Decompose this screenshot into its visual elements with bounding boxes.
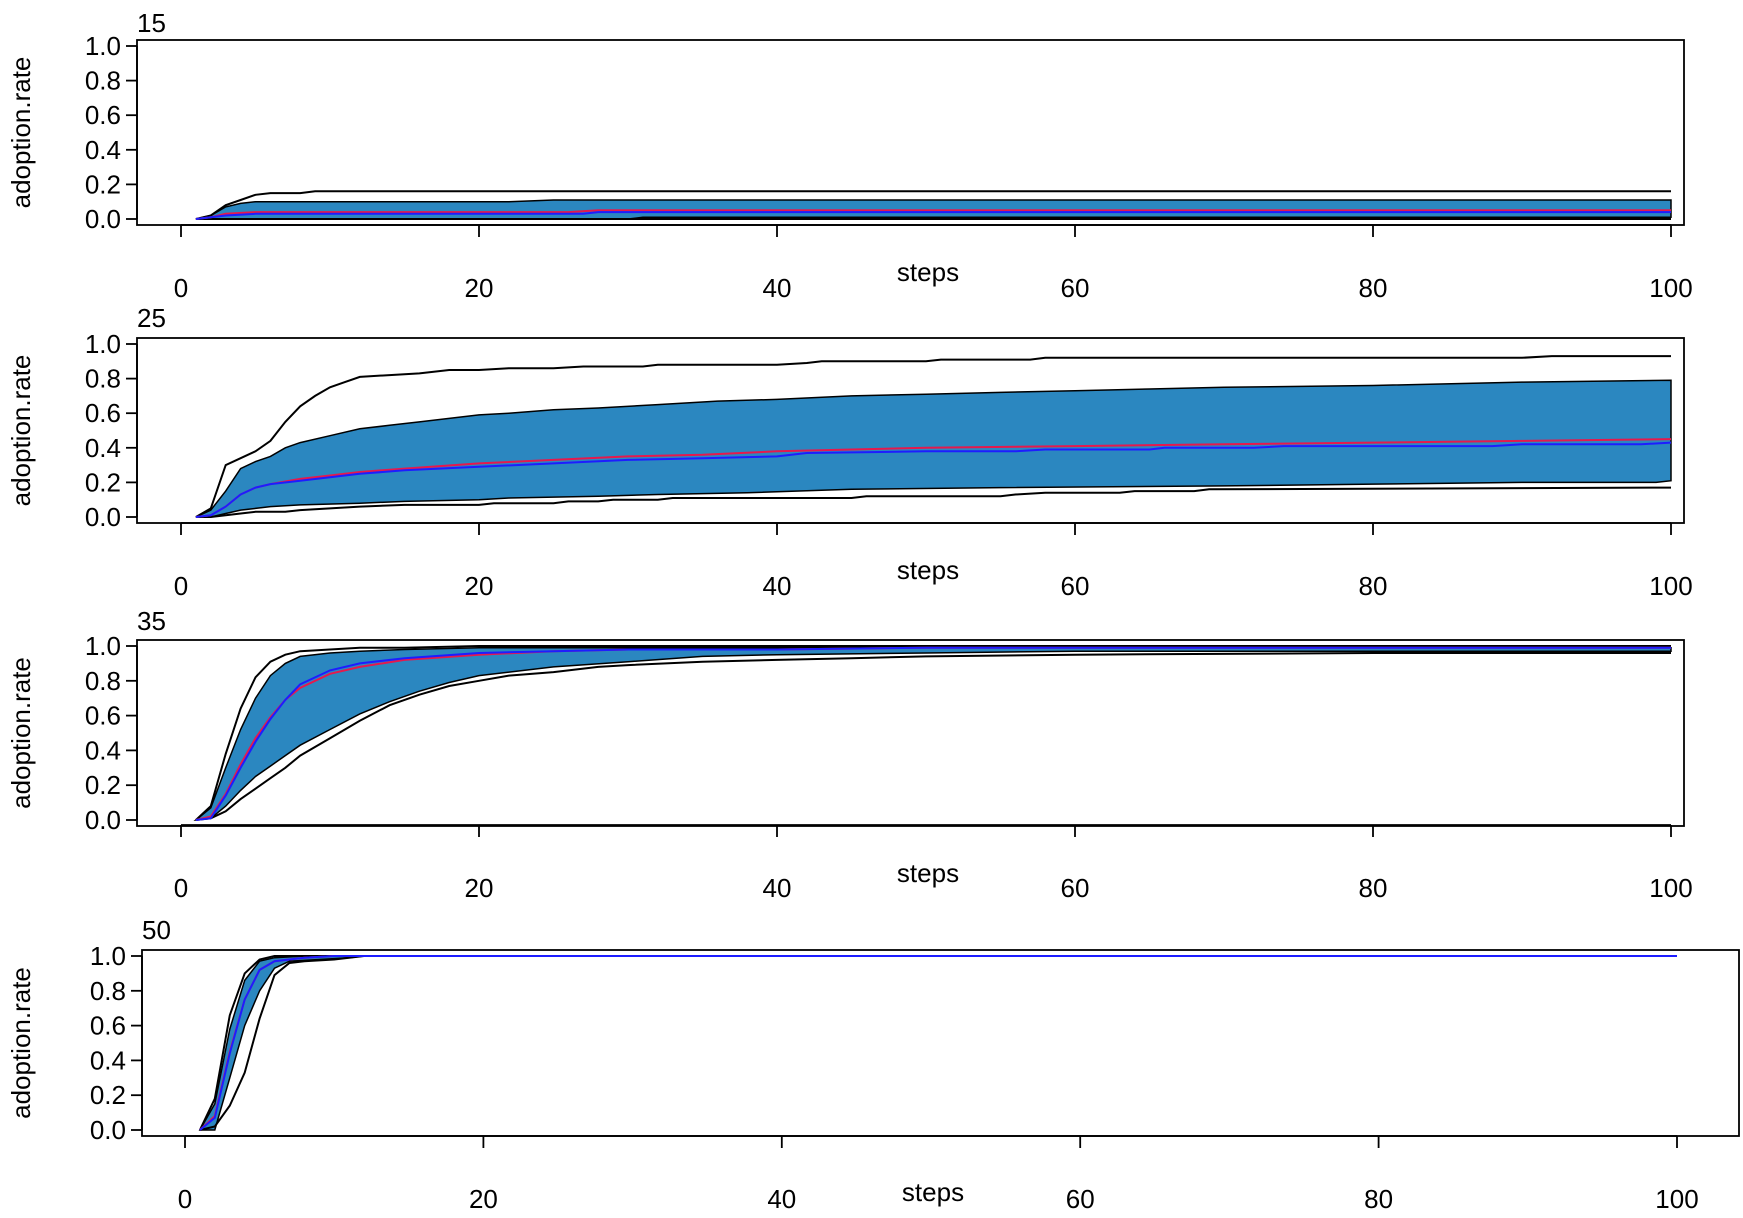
y-tick-label: 0.0 [85,204,121,234]
y-axis-label: adoption.rate [6,355,36,507]
median-line [199,955,1677,1131]
median-line [195,211,1671,220]
outer-upper-line [198,955,1677,1131]
x-tick-label: 60 [1066,1184,1095,1214]
y-tick-label: 0.0 [85,502,121,532]
inner-band [198,955,1677,1131]
x-tick-label: 80 [1359,273,1388,303]
y-tick-label: 0.8 [85,66,121,96]
panel-title: 50 [142,915,171,945]
x-axis-label: steps [897,257,959,287]
outer-upper-line [195,355,1671,518]
x-tick-label: 100 [1655,1184,1698,1214]
x-axis-label: steps [897,555,959,585]
y-tick-label: 1.0 [85,329,121,359]
y-tick-label: 1.0 [85,631,121,661]
y-axis-label: adoption.rate [6,967,36,1119]
x-tick-label: 80 [1359,571,1388,601]
median-line [195,646,1671,821]
y-tick-label: 0.4 [85,735,121,765]
x-tick-label: 40 [767,1184,796,1214]
x-tick-label: 20 [469,1184,498,1214]
outer-lower-line [195,652,1671,821]
x-tick-label: 0 [174,273,188,303]
x-tick-label: 60 [1061,273,1090,303]
x-tick-label: 20 [465,273,494,303]
y-tick-label: 0.8 [85,666,121,696]
chart-panel-25: 0.0 0.2 0.4 0.6 0.8 1.0 0 20 40 60 80 100 steps adopt… [6,303,1693,601]
y-tick-label: 0.2 [85,467,121,497]
x-tick-label: 0 [174,571,188,601]
y-tick-label: 0.0 [90,1115,126,1145]
inner-band [193,646,1672,822]
x-tick-label: 0 [178,1184,192,1214]
outer-lower-line [195,486,1672,518]
x-tick-label: 60 [1061,873,1090,903]
y-tick-label: 0.4 [85,135,121,165]
y-tick-label: 0.6 [85,701,121,731]
x-axis-label: steps [897,858,959,888]
y-axis-label: adoption.rate [6,57,36,209]
y-tick-label: 0.2 [85,169,121,199]
x-tick-label: 20 [465,873,494,903]
y-tick-label: 0.4 [85,433,121,463]
x-tick-label: 20 [465,571,494,601]
y-tick-label: 0.8 [85,364,121,394]
x-tick-label: 100 [1649,273,1692,303]
y-tick-label: 0.6 [85,398,121,428]
y-tick-label: 0.2 [85,770,121,800]
y-tick-label: 0.6 [85,100,121,130]
y-tick-label: 0.2 [90,1080,126,1110]
y-tick-label: 0.8 [90,976,126,1006]
y-axis-label: adoption.rate [6,657,36,809]
y-tick-label: 0.4 [90,1045,126,1075]
x-tick-label: 60 [1061,571,1090,601]
x-tick-label: 40 [763,273,792,303]
panel-title: 25 [137,303,166,333]
y-tick-label: 1.0 [90,941,126,971]
plot-frame [136,39,1685,226]
chart-panel-15: 0.0 0.2 0.4 0.6 0.8 1.0 0 20 40 60 80 100 steps adopt… [6,8,1693,303]
x-axis-label: steps [902,1177,964,1207]
outer-upper-line [195,190,1671,220]
x-tick-label: 40 [763,571,792,601]
x-tick-label: 80 [1364,1184,1393,1214]
y-tick-label: 1.0 [85,31,121,61]
chart-panel-35: 0.0 0.2 0.4 0.6 0.8 1.0 0 20 40 60 80 100 steps adopt… [6,606,1693,903]
outer-lower-line [199,955,1677,1131]
panel-title: 35 [137,606,166,636]
x-tick-label: 0 [174,873,188,903]
x-tick-label: 40 [763,873,792,903]
mean-line [199,955,1677,1131]
panel-title: 15 [137,8,166,38]
x-tick-label: 80 [1359,873,1388,903]
y-tick-label: 0.6 [90,1011,126,1041]
plot-frame [141,949,1740,1137]
median-line [195,441,1672,518]
x-tick-label: 100 [1649,571,1692,601]
x-tick-label: 100 [1649,873,1692,903]
outer-upper-line [195,645,1671,821]
chart-panel-50: 0.0 0.2 0.4 0.6 0.8 1.0 0 20 40 60 80 100 steps adopt… [6,915,1740,1214]
y-tick-label: 0.0 [85,805,121,835]
